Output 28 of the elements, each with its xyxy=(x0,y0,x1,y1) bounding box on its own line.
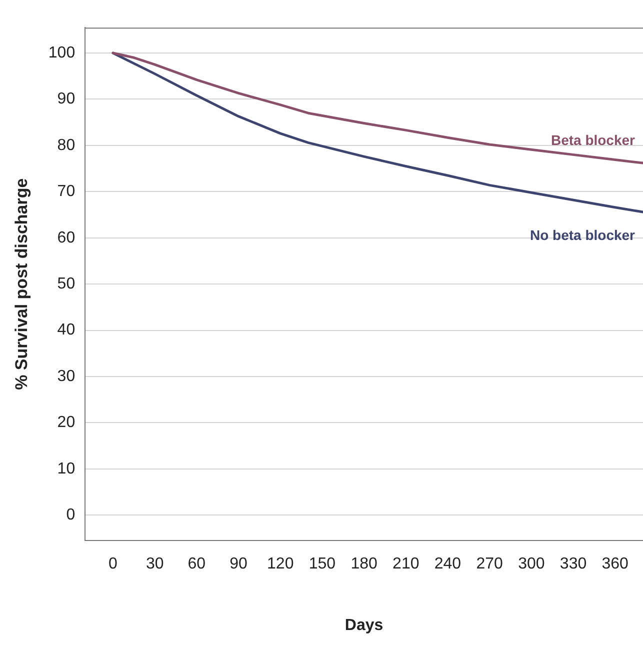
y-axis-title: % Survival post discharge xyxy=(12,178,31,390)
x-tick-label: 120 xyxy=(267,556,294,573)
x-tick-label: 180 xyxy=(350,556,378,573)
x-tick-label: 90 xyxy=(230,556,248,573)
y-tick-label: 10 xyxy=(57,460,76,478)
x-tick-label: 360 xyxy=(602,556,629,573)
x-tick-label: 150 xyxy=(308,556,336,573)
y-tick-label: 0 xyxy=(66,506,76,524)
x-tick-label: 240 xyxy=(434,556,462,573)
series-label: No beta blocker xyxy=(530,226,636,243)
y-tick-label: 20 xyxy=(57,414,76,432)
x-tick-label: 270 xyxy=(476,556,504,573)
x-tick-label: 330 xyxy=(560,556,587,573)
y-tick-label: 40 xyxy=(57,322,76,339)
y-tick-label: 60 xyxy=(57,229,76,246)
y-tick-label: 80 xyxy=(57,136,76,154)
x-tick-label: 0 xyxy=(108,556,118,573)
x-tick-label: 210 xyxy=(392,556,420,573)
series-label: Beta blocker xyxy=(550,132,636,148)
y-tick-label: 100 xyxy=(48,44,76,62)
x-tick-label: 60 xyxy=(188,556,206,573)
x-tick-label: 300 xyxy=(518,556,545,573)
y-tick-label: 90 xyxy=(57,90,76,108)
y-tick-label: 50 xyxy=(57,276,76,293)
y-tick-label: 70 xyxy=(57,183,76,200)
x-axis-title: Days xyxy=(344,616,384,634)
x-tick-label: 30 xyxy=(146,556,164,573)
y-tick-label: 30 xyxy=(57,368,76,385)
